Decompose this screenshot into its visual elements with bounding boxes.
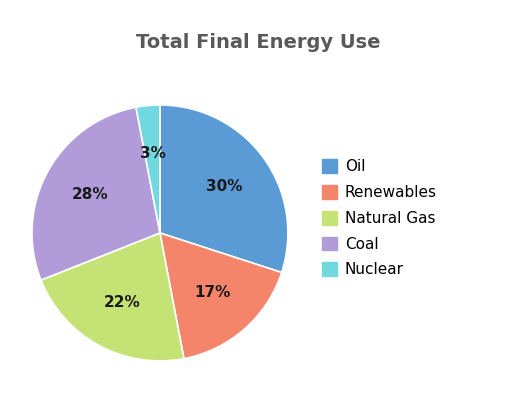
Wedge shape	[160, 233, 282, 359]
Legend: Oil, Renewables, Natural Gas, Coal, Nuclear: Oil, Renewables, Natural Gas, Coal, Nucl…	[317, 155, 441, 282]
Text: 22%: 22%	[103, 295, 140, 310]
Text: 17%: 17%	[194, 285, 231, 300]
Wedge shape	[160, 105, 288, 272]
Text: 3%: 3%	[139, 146, 166, 161]
Text: Total Final Energy Use: Total Final Energy Use	[136, 33, 380, 52]
Text: 30%: 30%	[206, 179, 243, 194]
Text: 28%: 28%	[72, 187, 109, 202]
Wedge shape	[32, 107, 160, 280]
Wedge shape	[41, 233, 184, 361]
Wedge shape	[136, 105, 160, 233]
